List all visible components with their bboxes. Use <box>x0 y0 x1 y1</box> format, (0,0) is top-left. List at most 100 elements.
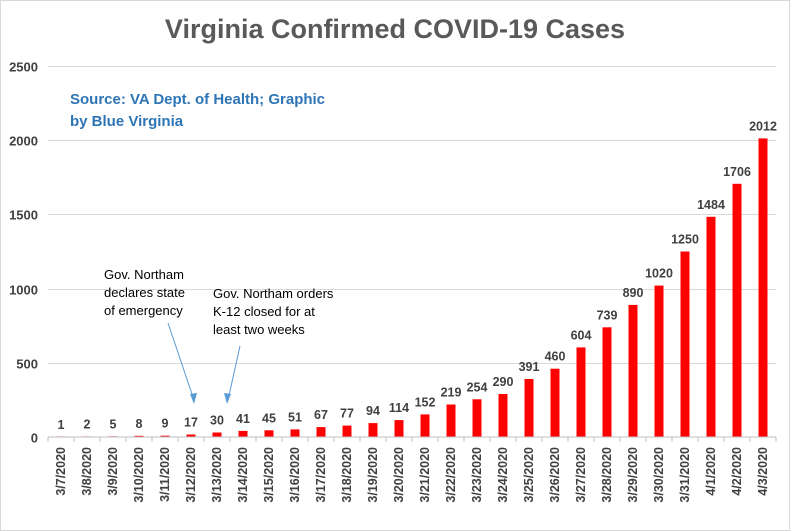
emergency-annotation-line1: Gov. Northam <box>104 267 184 282</box>
schools-annotation-line2: K-12 closed for at <box>213 304 315 319</box>
bar <box>394 420 404 437</box>
y-tick-label: 1000 <box>9 283 38 298</box>
bar <box>342 425 352 437</box>
data-label: 41 <box>236 412 250 426</box>
x-tick-label: 3/7/2020 <box>54 447 68 496</box>
x-tick-label: 3/31/2020 <box>678 447 692 503</box>
x-tick-label: 3/26/2020 <box>548 447 562 503</box>
bar <box>420 414 430 437</box>
bar <box>212 432 222 437</box>
emergency-arrow-head <box>190 393 197 404</box>
emergency-annotation: Gov. Northam declares state of emergency <box>104 267 197 404</box>
x-tick-label: 3/22/2020 <box>444 447 458 503</box>
data-label: 1 <box>58 418 65 432</box>
data-label: 254 <box>467 380 488 394</box>
bar <box>550 368 560 437</box>
bar <box>160 435 170 437</box>
y-tick-label: 2500 <box>9 60 38 75</box>
data-label: 67 <box>314 408 328 422</box>
bar <box>524 379 534 437</box>
bar <box>628 304 638 437</box>
x-tick-label: 3/17/2020 <box>314 447 328 503</box>
y-tick-label: 1500 <box>9 208 38 223</box>
x-tick-label: 3/29/2020 <box>626 447 640 503</box>
data-label: 8 <box>136 417 143 431</box>
data-label: 152 <box>415 395 436 409</box>
x-tick-label: 3/15/2020 <box>262 447 276 503</box>
x-tick-label: 3/12/2020 <box>184 447 198 503</box>
bar <box>576 347 586 437</box>
data-label: 1484 <box>697 198 725 212</box>
data-label: 890 <box>623 286 644 300</box>
data-label: 290 <box>493 375 514 389</box>
x-tick-label: 3/20/2020 <box>392 447 406 503</box>
bar <box>758 138 768 437</box>
data-label: 5 <box>110 417 117 431</box>
data-label: 114 <box>389 401 409 415</box>
schools-annotation: Gov. Northam orders K-12 closed for at l… <box>213 286 334 404</box>
emergency-annotation-line3: of emergency <box>104 303 183 318</box>
data-label: 2012 <box>749 119 777 133</box>
x-tick-label: 3/25/2020 <box>522 447 536 503</box>
bar <box>706 216 716 437</box>
x-tick-label: 4/1/2020 <box>704 447 718 496</box>
x-tick-label: 3/8/2020 <box>80 447 94 496</box>
emergency-annotation-line2: declares state <box>104 285 185 300</box>
emergency-annotation-arrow <box>167 322 195 401</box>
data-label: 45 <box>262 411 276 425</box>
x-tick-label: 3/11/2020 <box>158 447 172 502</box>
data-label: 391 <box>519 360 540 374</box>
x-tick-label: 4/3/2020 <box>756 447 770 496</box>
data-label: 51 <box>288 410 302 424</box>
source-note: Source: VA Dept. of Health; Graphic by B… <box>70 91 325 130</box>
bar <box>290 429 300 437</box>
x-tick-label: 3/10/2020 <box>132 447 146 503</box>
schools-annotation-arrow <box>227 345 241 401</box>
data-label: 1020 <box>645 267 673 281</box>
y-tick-label: 500 <box>16 357 38 372</box>
x-tick-label: 3/30/2020 <box>652 447 666 503</box>
bar <box>238 430 248 437</box>
y-tick-label: 2000 <box>9 134 38 149</box>
x-tick-label: 3/14/2020 <box>236 447 250 503</box>
x-tick-label: 4/2/2020 <box>730 447 744 496</box>
schools-annotation-line3: least two weeks <box>213 322 305 337</box>
bar <box>134 435 144 437</box>
bar <box>680 251 690 437</box>
x-tick-label: 3/16/2020 <box>288 447 302 503</box>
source-note-line1: Source: VA Dept. of Health; Graphic <box>70 91 325 108</box>
schools-annotation-line1: Gov. Northam orders <box>213 286 334 301</box>
x-tick-label: 3/23/2020 <box>470 447 484 503</box>
bar <box>186 434 196 437</box>
x-tick-label: 3/19/2020 <box>366 447 380 503</box>
data-label: 9 <box>162 417 169 431</box>
y-axis-ticks: 0 500 1000 1500 2000 2500 <box>9 60 38 446</box>
y-tick-label: 0 <box>31 431 38 446</box>
bar <box>498 394 508 437</box>
bar <box>654 285 664 437</box>
x-tick-label: 3/24/2020 <box>496 447 510 503</box>
bar <box>264 430 274 437</box>
bar <box>368 423 378 437</box>
bars <box>56 138 768 437</box>
chart-title: Virginia Confirmed COVID-19 Cases <box>165 14 625 44</box>
x-tick-label: 3/21/2020 <box>418 447 432 503</box>
x-tick-label: 3/9/2020 <box>106 447 120 496</box>
data-label: 460 <box>545 350 566 364</box>
data-label: 77 <box>340 407 354 421</box>
schools-arrow-head <box>224 393 231 404</box>
data-label: 1250 <box>671 233 699 247</box>
x-tick-label: 3/28/2020 <box>600 447 614 503</box>
bar <box>446 404 456 437</box>
x-tick-label: 3/13/2020 <box>210 447 224 503</box>
x-tick-label: 3/18/2020 <box>340 447 354 503</box>
data-label: 219 <box>441 386 462 400</box>
data-label: 30 <box>210 414 224 428</box>
data-label: 2 <box>84 418 91 432</box>
x-tick-label: 3/27/2020 <box>574 447 588 503</box>
bar <box>602 327 612 437</box>
data-label: 94 <box>366 404 380 418</box>
data-label: 604 <box>571 328 592 342</box>
